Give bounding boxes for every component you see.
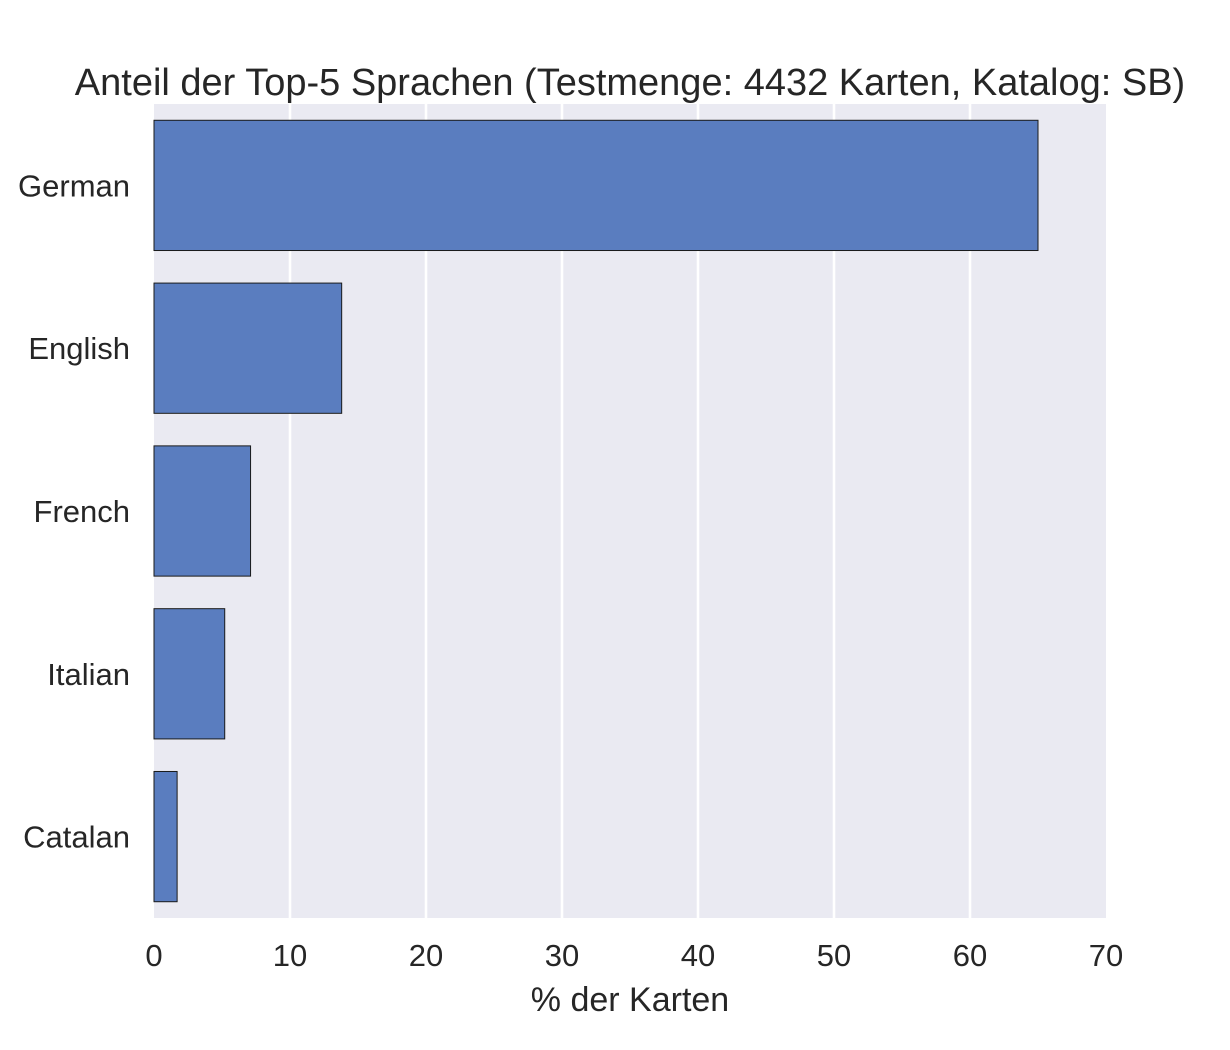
x-tick-labels: 0 10 20 30 40 50 60 70 — [145, 938, 1123, 973]
x-tick-label: 20 — [409, 938, 443, 973]
bar-french — [153, 445, 252, 577]
x-tick-label: 10 — [273, 938, 307, 973]
bars — [153, 119, 1039, 903]
bar-catalan — [153, 770, 178, 903]
x-tick-label: 40 — [681, 938, 715, 973]
chart-title: Anteil der Top-5 Sprachen (Testmenge: 44… — [75, 62, 1185, 104]
y-tick-label-german: German — [18, 168, 130, 203]
y-tick-label-catalan: Catalan — [23, 820, 130, 855]
x-axis-label: % der Karten — [531, 981, 729, 1019]
bar-english — [153, 282, 343, 414]
y-tick-label-english: English — [28, 331, 130, 366]
x-tick-label: 30 — [545, 938, 579, 973]
bar-german — [153, 119, 1039, 252]
y-tick-labels: German English French Italian Catalan — [18, 168, 130, 854]
y-tick-label-french: French — [34, 494, 130, 529]
x-tick-label: 0 — [145, 938, 162, 973]
x-tick-label: 50 — [817, 938, 851, 973]
bar-italian — [153, 608, 226, 740]
x-tick-label: 60 — [953, 938, 987, 973]
y-tick-label-italian: Italian — [47, 657, 130, 692]
x-tick-label: 70 — [1089, 938, 1123, 973]
